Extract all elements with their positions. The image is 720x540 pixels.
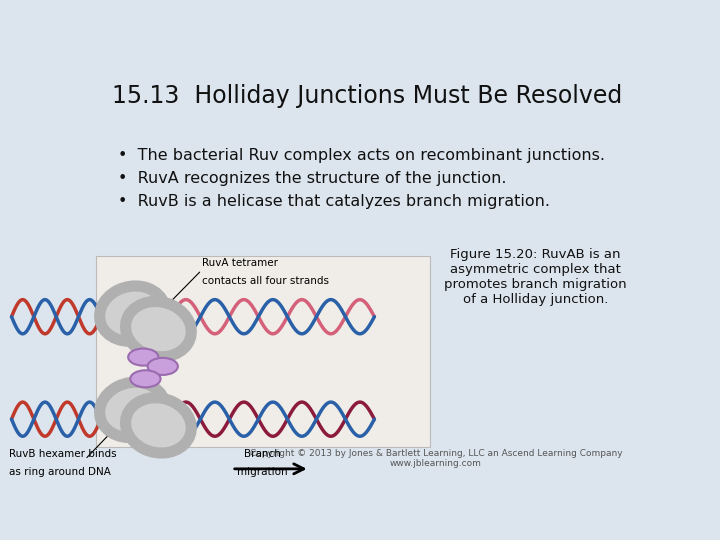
Ellipse shape xyxy=(125,301,192,357)
Text: Branch: Branch xyxy=(243,449,281,458)
Ellipse shape xyxy=(128,348,158,366)
Text: Copyright © 2013 by Jones & Bartlett Learning, LLC an Ascend Learning Company
ww: Copyright © 2013 by Jones & Bartlett Lea… xyxy=(250,449,622,468)
Text: 15.13  Holliday Junctions Must Be Resolved: 15.13 Holliday Junctions Must Be Resolve… xyxy=(112,84,623,107)
Ellipse shape xyxy=(99,286,166,341)
Ellipse shape xyxy=(148,358,178,375)
Text: contacts all four strands: contacts all four strands xyxy=(202,276,328,286)
FancyBboxPatch shape xyxy=(96,256,431,447)
Ellipse shape xyxy=(130,370,161,387)
Text: RuvB hexamer binds: RuvB hexamer binds xyxy=(9,449,117,458)
Text: RuvA tetramer: RuvA tetramer xyxy=(202,258,278,268)
Text: Figure 15.20: RuvAB is an
asymmetric complex that
promotes branch migration
of a: Figure 15.20: RuvAB is an asymmetric com… xyxy=(444,248,627,306)
Text: •  The bacterial Ruv complex acts on recombinant junctions.: • The bacterial Ruv complex acts on reco… xyxy=(118,148,605,163)
Text: migration: migration xyxy=(237,467,287,477)
Text: •  RuvA recognizes the structure of the junction.: • RuvA recognizes the structure of the j… xyxy=(118,171,506,186)
Text: as ring around DNA: as ring around DNA xyxy=(9,467,111,477)
Ellipse shape xyxy=(99,382,166,437)
Text: •  RuvB is a helicase that catalyzes branch migration.: • RuvB is a helicase that catalyzes bran… xyxy=(118,194,550,208)
Ellipse shape xyxy=(125,398,192,453)
